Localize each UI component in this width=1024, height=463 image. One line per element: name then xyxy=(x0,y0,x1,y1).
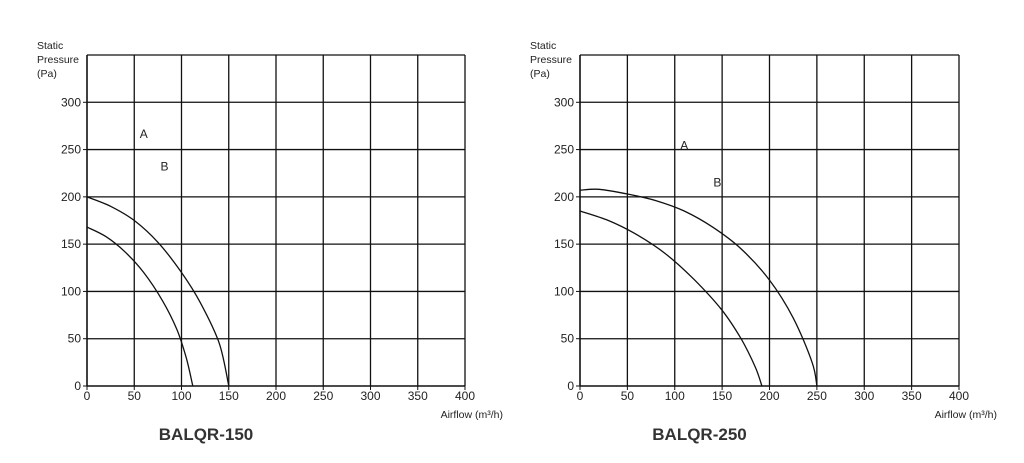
x-tick-label: 200 xyxy=(266,389,286,403)
x-tick-label: 50 xyxy=(128,389,142,403)
x-axis-label: Airflow (m³/h) xyxy=(441,409,503,421)
y-tick-label: 150 xyxy=(554,237,574,251)
x-tick-label: 200 xyxy=(759,389,779,403)
x-tick-label: 350 xyxy=(408,389,428,403)
y-tick-label: 300 xyxy=(554,95,574,109)
x-tick-label: 300 xyxy=(854,389,874,403)
x-tick-label: 50 xyxy=(621,389,635,403)
y-axis-label: Pressure xyxy=(37,54,79,66)
y-tick-label: 100 xyxy=(61,284,81,298)
y-tick-label: 300 xyxy=(61,95,81,109)
series-line-a xyxy=(86,226,194,387)
y-axis-label: Static xyxy=(37,40,63,52)
y-axis-label: Pressure xyxy=(530,54,572,66)
x-tick-label: 100 xyxy=(171,389,191,403)
x-tick-label: 300 xyxy=(360,389,380,403)
x-axis-label: Airflow (m³/h) xyxy=(935,409,997,421)
y-tick-label: 0 xyxy=(567,379,574,393)
series-line-b xyxy=(579,188,818,387)
y-axis-label: (Pa) xyxy=(530,68,550,80)
y-axis-label: Static xyxy=(530,40,556,52)
series-label-b: B xyxy=(160,159,168,173)
y-tick-label: 150 xyxy=(61,237,81,251)
series-line-b xyxy=(86,196,230,387)
y-tick-label: 250 xyxy=(554,143,574,157)
y-tick-label: 250 xyxy=(61,143,81,157)
y-tick-label: 200 xyxy=(554,190,574,204)
y-axis-label: (Pa) xyxy=(37,68,57,80)
y-tick-label: 0 xyxy=(74,379,81,393)
x-tick-label: 0 xyxy=(84,389,91,403)
x-tick-label: 400 xyxy=(455,389,475,403)
x-tick-label: 400 xyxy=(949,389,969,403)
y-tick-label: 200 xyxy=(61,190,81,204)
x-tick-label: 100 xyxy=(665,389,685,403)
x-tick-label: 150 xyxy=(712,389,732,403)
x-tick-label: 150 xyxy=(219,389,239,403)
chart-panel-balqr-250: 0 50 100 150 200 250 300 0 50 100 150 200 250 300 350 4… xyxy=(530,40,997,444)
x-tick-label: 250 xyxy=(807,389,827,403)
x-tick-label: 250 xyxy=(313,389,333,403)
chart-panel-balqr-150: 0 50 100 150 200 250 300 0 50 100 150 200 250 300 350 4… xyxy=(37,40,503,444)
y-tick-label: 50 xyxy=(68,332,82,346)
series-label-a: A xyxy=(680,139,688,153)
y-tick-label: 100 xyxy=(554,284,574,298)
chart-title: BALQR-150 xyxy=(159,425,253,444)
y-tick-label: 50 xyxy=(561,332,575,346)
series-label-a: A xyxy=(140,127,148,141)
x-tick-label: 350 xyxy=(902,389,922,403)
x-tick-label: 0 xyxy=(577,389,584,403)
chart-title: BALQR-250 xyxy=(652,425,746,444)
series-line-a xyxy=(579,210,763,387)
series-label-b: B xyxy=(713,175,721,189)
